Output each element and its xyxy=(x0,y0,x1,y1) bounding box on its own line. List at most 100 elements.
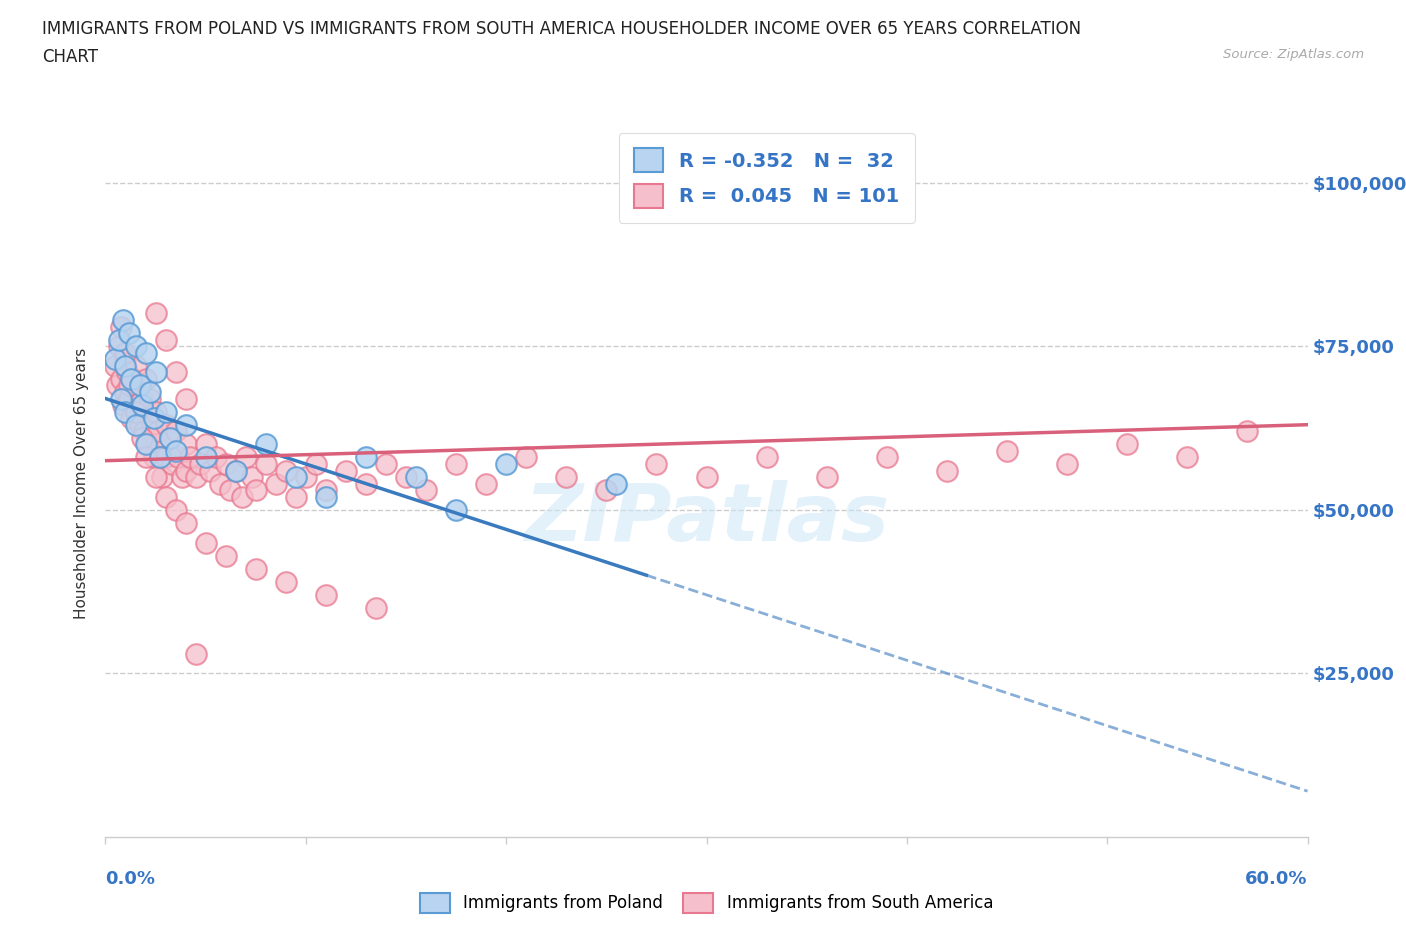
Point xyxy=(159,431,181,445)
Point xyxy=(755,450,778,465)
Point xyxy=(1056,457,1078,472)
Text: Source: ZipAtlas.com: Source: ZipAtlas.com xyxy=(1223,48,1364,61)
Point xyxy=(374,457,398,472)
Point xyxy=(146,424,169,439)
Point xyxy=(138,392,160,406)
Point xyxy=(194,535,217,550)
Point xyxy=(405,470,427,485)
Point xyxy=(110,392,132,406)
Point xyxy=(876,450,898,465)
Text: ZIPatlas: ZIPatlas xyxy=(524,480,889,558)
Point xyxy=(132,424,155,439)
Point xyxy=(174,515,197,530)
Point xyxy=(254,437,277,452)
Text: 0.0%: 0.0% xyxy=(105,870,156,888)
Point xyxy=(218,483,240,498)
Point xyxy=(155,332,177,347)
Text: IMMIGRANTS FROM POLAND VS IMMIGRANTS FROM SOUTH AMERICA HOUSEHOLDER INCOME OVER : IMMIGRANTS FROM POLAND VS IMMIGRANTS FRO… xyxy=(42,20,1081,38)
Point xyxy=(444,502,467,517)
Point xyxy=(150,470,173,485)
Point xyxy=(159,431,181,445)
Point xyxy=(225,463,247,478)
Point xyxy=(114,358,136,373)
Point xyxy=(364,601,387,616)
Point xyxy=(174,392,197,406)
Point xyxy=(104,352,127,366)
Point xyxy=(555,470,578,485)
Point xyxy=(142,411,165,426)
Point xyxy=(174,463,197,478)
Point xyxy=(184,470,207,485)
Point xyxy=(165,365,187,379)
Point xyxy=(475,476,498,491)
Point xyxy=(444,457,467,472)
Point xyxy=(214,548,236,563)
Point xyxy=(188,457,211,472)
Point xyxy=(118,392,141,406)
Point xyxy=(335,463,357,478)
Point xyxy=(194,437,217,452)
Point xyxy=(104,358,127,373)
Point xyxy=(595,483,617,498)
Text: 60.0%: 60.0% xyxy=(1246,870,1308,888)
Point xyxy=(170,470,193,485)
Point xyxy=(1236,424,1258,439)
Point xyxy=(155,418,177,432)
Point xyxy=(165,424,187,439)
Point xyxy=(235,450,257,465)
Point xyxy=(135,405,157,419)
Point xyxy=(145,470,167,485)
Point xyxy=(495,457,517,472)
Point xyxy=(114,384,136,399)
Point xyxy=(184,646,207,661)
Point xyxy=(124,339,146,353)
Point xyxy=(254,457,277,472)
Text: CHART: CHART xyxy=(42,48,98,66)
Point xyxy=(995,444,1018,458)
Point xyxy=(135,437,157,452)
Point xyxy=(936,463,959,478)
Point xyxy=(315,483,337,498)
Point xyxy=(295,470,318,485)
Point xyxy=(131,431,153,445)
Point xyxy=(148,450,170,465)
Point xyxy=(284,489,307,504)
Point xyxy=(118,378,141,392)
Point xyxy=(315,588,337,603)
Point xyxy=(284,470,307,485)
Point xyxy=(108,332,131,347)
Point xyxy=(124,418,146,432)
Point xyxy=(110,371,132,386)
Point xyxy=(214,457,236,472)
Point xyxy=(225,463,247,478)
Point xyxy=(165,502,187,517)
Point xyxy=(198,463,221,478)
Point xyxy=(240,470,263,485)
Point xyxy=(122,371,145,386)
Point xyxy=(145,306,167,321)
Point xyxy=(166,450,188,465)
Point xyxy=(131,398,153,413)
Point xyxy=(136,437,159,452)
Point xyxy=(145,405,167,419)
Point xyxy=(245,483,267,498)
Legend: Immigrants from Poland, Immigrants from South America: Immigrants from Poland, Immigrants from … xyxy=(412,884,1001,922)
Y-axis label: Householder Income Over 65 years: Householder Income Over 65 years xyxy=(75,348,90,619)
Point xyxy=(354,450,377,465)
Point xyxy=(127,384,149,399)
Point xyxy=(107,378,129,392)
Point xyxy=(815,470,838,485)
Point xyxy=(114,345,136,360)
Point xyxy=(148,450,170,465)
Point xyxy=(142,450,165,465)
Point xyxy=(145,365,167,379)
Point xyxy=(135,345,157,360)
Point xyxy=(112,312,135,327)
Point xyxy=(415,483,437,498)
Point xyxy=(118,326,141,340)
Point xyxy=(121,411,143,426)
Point xyxy=(155,489,177,504)
Point xyxy=(135,371,157,386)
Point xyxy=(155,405,177,419)
Point xyxy=(645,457,668,472)
